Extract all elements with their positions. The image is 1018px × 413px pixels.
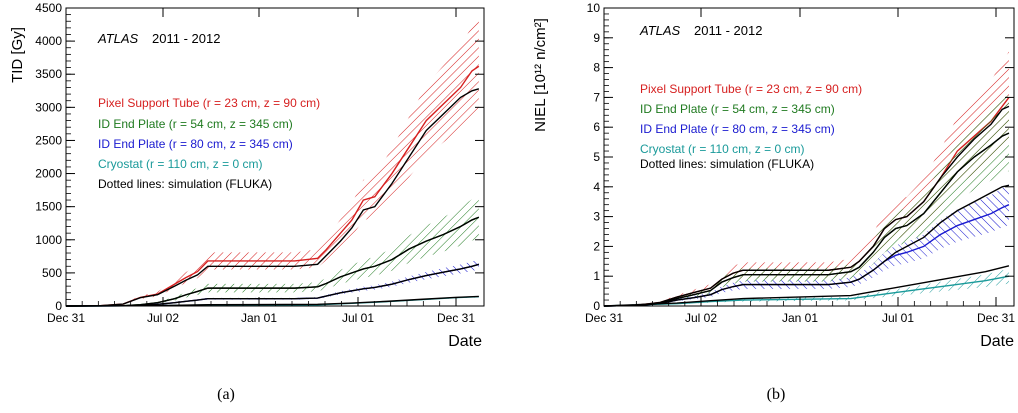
panel-a-caption: (a) — [217, 386, 235, 403]
legend-entry-pixel: Pixel Support Tube (r = 23 cm, z = 90 cm… — [98, 96, 320, 110]
plot-area — [65, 20, 480, 307]
y-tick-label: 4 — [593, 180, 600, 194]
experiment-label: ATLAS — [97, 31, 139, 46]
legend-entry-simulation: Dotted lines: simulation (FLUKA) — [640, 157, 814, 171]
simulation-line-idend80 — [65, 263, 480, 307]
x-tick-label: Dec 31 — [977, 311, 1015, 325]
legend-entry-idend54: ID End Plate (r = 54 cm, z = 345 cm) — [640, 102, 835, 116]
simulation-line-idend80 — [603, 184, 1010, 307]
panel-b-caption: (b) — [766, 386, 786, 403]
simulation-line-idend54 — [65, 216, 480, 307]
y-tick-label: 1000 — [35, 233, 62, 247]
y-axis-label: NIEL [10¹² n/cm²] — [532, 18, 549, 132]
legend-entry-idend54: ID End Plate (r = 54 cm, z = 345 cm) — [98, 117, 293, 131]
x-axis-label: Date — [980, 333, 1014, 350]
y-tick-label: 6 — [593, 120, 600, 134]
x-tick-label: Jul 01 — [882, 311, 914, 325]
y-tick-label: 10 — [587, 1, 601, 15]
legend-entry-simulation: Dotted lines: simulation (FLUKA) — [98, 177, 272, 191]
simulation-line-idend54 — [603, 132, 1010, 307]
period-label: 2011 - 2012 — [152, 31, 220, 46]
panel-a: TID [Gy] Date ATLAS 2011 - 2012 Pixel Su… — [9, 1, 485, 350]
y-tick-label: 3000 — [35, 100, 62, 114]
y-tick-label: 5 — [593, 150, 600, 164]
legend-entry-idend80: ID End Plate (r = 80 cm, z = 345 cm) — [98, 137, 293, 151]
series-line-pixel — [65, 65, 480, 307]
series-line-cryostat — [603, 275, 1010, 307]
y-tick-label: 3 — [593, 210, 600, 224]
x-tick-label: Dec 31 — [47, 311, 85, 325]
y-tick-label: 2000 — [35, 167, 62, 181]
y-tick-label: 2500 — [35, 133, 62, 147]
y-tick-label: 0 — [55, 299, 62, 313]
y-tick-label: 7 — [593, 90, 600, 104]
legend-entry-idend80: ID End Plate (r = 80 cm, z = 345 cm) — [640, 122, 835, 136]
y-tick-label: 0 — [593, 299, 600, 313]
panel-b: NIEL [10¹² n/cm²] Date ATLAS 2011 - 2012… — [532, 1, 1015, 350]
legend-entry-pixel: Pixel Support Tube (r = 23 cm, z = 90 cm… — [640, 82, 862, 96]
x-tick-label: Jan 01 — [241, 311, 277, 325]
uncertainty-band-idend54 — [604, 95, 1009, 307]
plot-frame — [65, 7, 485, 307]
x-tick-label: Dec 31 — [437, 311, 475, 325]
y-tick-label: 4500 — [35, 1, 62, 15]
period-label: 2011 - 2012 — [694, 23, 762, 38]
y-tick-label: 4000 — [35, 34, 62, 48]
simulation-line-pixel — [65, 88, 480, 307]
simulation-line-pixel — [603, 105, 1010, 307]
x-axis-label: Date — [448, 333, 482, 350]
uncertainty-band-pixel — [604, 51, 1009, 307]
plot-area — [603, 51, 1010, 307]
uncertainty-band-idend54 — [66, 195, 479, 306]
y-tick-label: 9 — [593, 31, 600, 45]
y-axis-label: TID [Gy] — [9, 27, 26, 83]
y-tick-label: 1500 — [35, 200, 62, 214]
uncertainty-band-idend80 — [604, 184, 1009, 306]
legend-entry-cryostat: Cryostat (r = 110 cm, z = 0 cm) — [98, 157, 262, 171]
experiment-label: ATLAS — [639, 23, 681, 38]
y-tick-label: 2 — [593, 239, 600, 253]
y-tick-label: 8 — [593, 61, 600, 75]
simulation-line-cryostat — [65, 295, 479, 307]
uncertainty-band-pixel — [66, 20, 479, 307]
x-tick-label: Dec 31 — [585, 311, 623, 325]
x-tick-label: Jan 01 — [782, 311, 818, 325]
simulation-line-cryostat — [603, 265, 1010, 307]
y-tick-label: 500 — [42, 266, 62, 280]
x-tick-label: Jul 02 — [147, 311, 179, 325]
x-tick-label: Jul 01 — [342, 311, 374, 325]
x-tick-label: Jul 02 — [685, 311, 717, 325]
y-tick-label: 3500 — [35, 67, 62, 81]
y-tick-label: 1 — [593, 269, 600, 283]
legend-entry-cryostat: Cryostat (r = 110 cm, z = 0 cm) — [640, 142, 804, 156]
